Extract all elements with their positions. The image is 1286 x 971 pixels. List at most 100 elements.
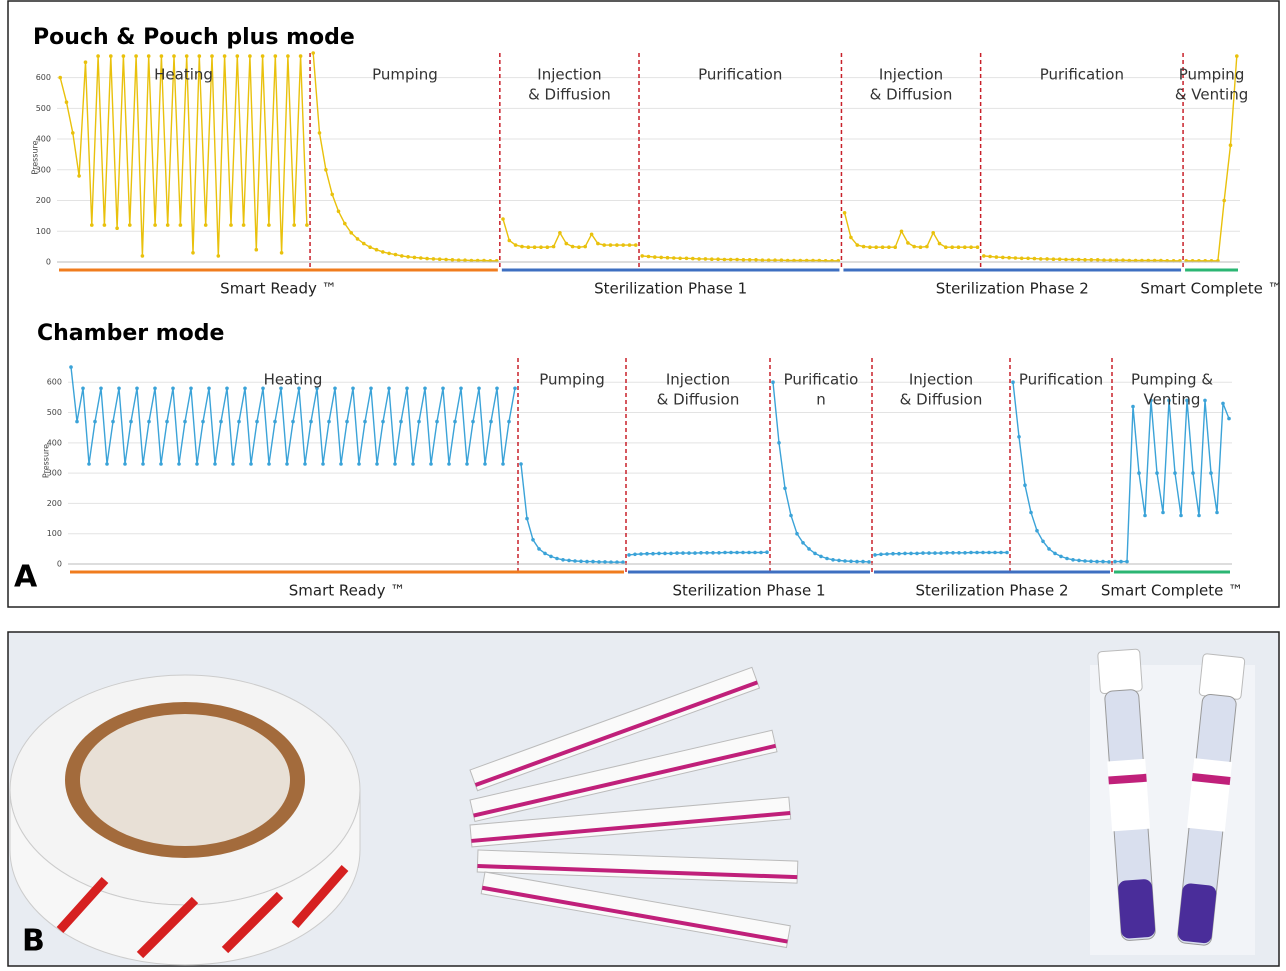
pressure-point [84,60,88,64]
pressure-point [939,551,943,555]
pressure-point [160,54,164,58]
pressure-point [546,245,550,249]
pressure-point [453,420,457,424]
pressure-point [356,237,360,241]
pressure-point [1131,405,1135,409]
phase-label: Purificatio [784,371,859,389]
pressure-point [141,254,145,258]
pressure-point [274,54,278,58]
pressure-point [717,551,721,555]
pressure-point [704,257,708,261]
pressure-point [213,462,217,466]
pressure-point [435,420,439,424]
pressure-point [1017,435,1021,439]
pressure-point [333,387,337,391]
pressure-point [783,487,787,491]
pressure-point [585,560,589,564]
pressure-point [1071,258,1075,262]
pressure-point [765,550,769,554]
pressure-point [58,76,62,80]
pressure-point [135,387,139,391]
pressure-point [495,387,499,391]
pressure-point [672,256,676,260]
pressure-point [520,245,524,249]
pressure-point [1014,256,1018,260]
pressure-point [577,245,581,249]
pressure-point [663,552,667,556]
pressure-point [122,54,126,58]
phase-label: & Diffusion [528,86,611,104]
pressure-point [931,231,935,235]
pressure-point [537,547,541,551]
pressure-point [944,245,948,249]
pressure-point [893,245,897,249]
pressure-point [819,555,823,559]
phase-label: Pumping & [1131,371,1213,389]
pressure-point [565,242,569,246]
y-tick-label: 300 [47,469,62,478]
pressure-point [843,211,847,215]
pressure-point [444,258,448,262]
pressure-point [195,462,199,466]
pressure-point [963,245,967,249]
pressure-point [286,54,290,58]
pressure-point [1155,471,1159,475]
pressure-point [1053,552,1057,556]
pressure-point [75,420,79,424]
pressure-point [1011,380,1015,384]
pressure-point [219,420,223,424]
pressure-point [900,230,904,234]
pressure-point [705,551,709,555]
pressure-point [659,256,663,260]
pressure-point [987,551,991,555]
pressure-point [666,256,670,260]
phase-label: Purification [698,66,782,84]
pressure-point [81,387,85,391]
pressure-point [945,551,949,555]
pressure-point [807,547,811,551]
pressure-point [1227,417,1231,421]
pressure-point [419,256,423,260]
pressure-point [906,241,910,245]
phase-label: Purification [1019,371,1103,389]
pressure-point [881,245,885,249]
pressure-point [621,243,625,247]
y-tick-label: 600 [47,378,62,387]
pressure-point [645,552,649,556]
pressure-point [1083,559,1087,563]
pressure-point [471,420,475,424]
pressure-point [261,54,265,58]
pressure-point [1107,560,1111,564]
stage-label: Sterilization Phase 1 [594,280,747,298]
pressure-point [249,462,253,466]
panel-label: B [22,924,45,959]
stage-label: Smart Ready ™ [289,582,405,600]
pressure-point [483,462,487,466]
pressure-point [423,387,427,391]
pressure-point [191,251,195,255]
pressure-point [236,54,240,58]
y-tick-label: 200 [47,499,62,508]
pressure-point [267,223,271,227]
pressure-point [447,462,451,466]
pressure-point [172,54,176,58]
phase-label: Heating [154,66,213,84]
pressure-point [394,253,398,257]
tape-photo [10,675,360,965]
pressure-point [201,420,205,424]
pressure-point [1007,256,1011,260]
pressure-point [1137,471,1141,475]
pressure-point [1023,483,1027,487]
pressure-point [393,462,397,466]
pressure-point [369,387,373,391]
pressure-point [699,551,703,555]
pressure-point [177,462,181,466]
phase-label: & Diffusion [657,391,740,409]
pressure-point [129,420,133,424]
pressure-point [1197,514,1201,518]
pressure-point [675,551,679,555]
y-tick-label: 100 [47,529,62,538]
stage-label: Sterilization Phase 2 [936,280,1089,298]
pressure-point [741,551,745,555]
pressure-point [147,54,151,58]
